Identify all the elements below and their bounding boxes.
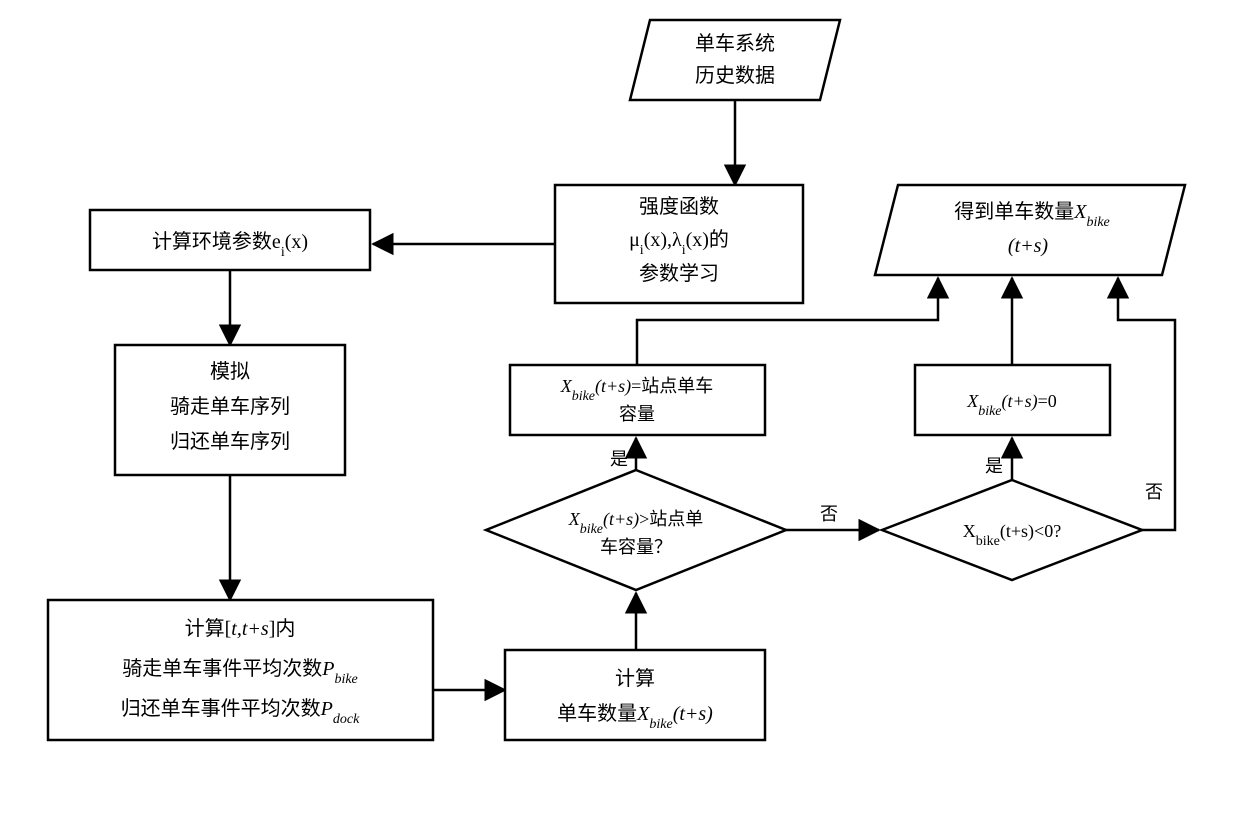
n2-line1: 强度函数 — [639, 195, 719, 218]
node-env-params: 计算环境参数ei(x) — [90, 210, 370, 270]
node-set-zero: Xbike(t+s)=0 — [915, 365, 1110, 435]
node-compute-avg: 计算[t,t+s]内 骑走单车事件平均次数Pbike 归还单车事件平均次数Pdo… — [48, 600, 433, 740]
node-decision-capacity: Xbike(t+s)>站点单 车容量？ — [486, 470, 786, 590]
label-n7-no: 否 — [820, 504, 838, 524]
node-compute-xbike: 计算 单车数量Xbike(t+s) — [505, 650, 765, 740]
node-set-capacity: Xbike(t+s)=站点单车 容量 — [510, 365, 765, 435]
node-simulate: 模拟 骑走单车序列 归还单车序列 — [115, 345, 345, 475]
n4-line3: 归还单车序列 — [170, 430, 290, 453]
label-n8-yes: 是 — [985, 456, 1003, 476]
n5-line1: 计算[t,t+s]内 — [185, 617, 296, 640]
n9-line2: 容量 — [619, 404, 655, 424]
n7-line2: 车容量？ — [600, 537, 672, 557]
label-n7-yes: 是 — [610, 449, 628, 469]
node-history-data: 单车系统 历史数据 — [630, 20, 840, 100]
n2-line3: 参数学习 — [639, 262, 719, 285]
flowchart-canvas: 单车系统 历史数据 强度函数 μi(x),λi(x)的 参数学习 计算环境参数e… — [0, 0, 1240, 840]
n4-line1: 模拟 — [210, 360, 250, 383]
node-decision-zero: Xbike(t+s)<0? — [882, 480, 1142, 580]
label-n8-no: 否 — [1145, 482, 1163, 502]
n4-line2: 骑走单车序列 — [170, 395, 290, 418]
n11-line2: (t+s) — [1008, 235, 1048, 257]
n1-line1: 单车系统 — [695, 32, 775, 55]
n6-line1: 计算 — [615, 667, 655, 690]
node-intensity-function: 强度函数 μi(x),λi(x)的 参数学习 — [555, 185, 803, 303]
n1-line2: 历史数据 — [695, 64, 775, 87]
node-result: 得到单车数量Xbike (t+s) — [875, 185, 1185, 275]
